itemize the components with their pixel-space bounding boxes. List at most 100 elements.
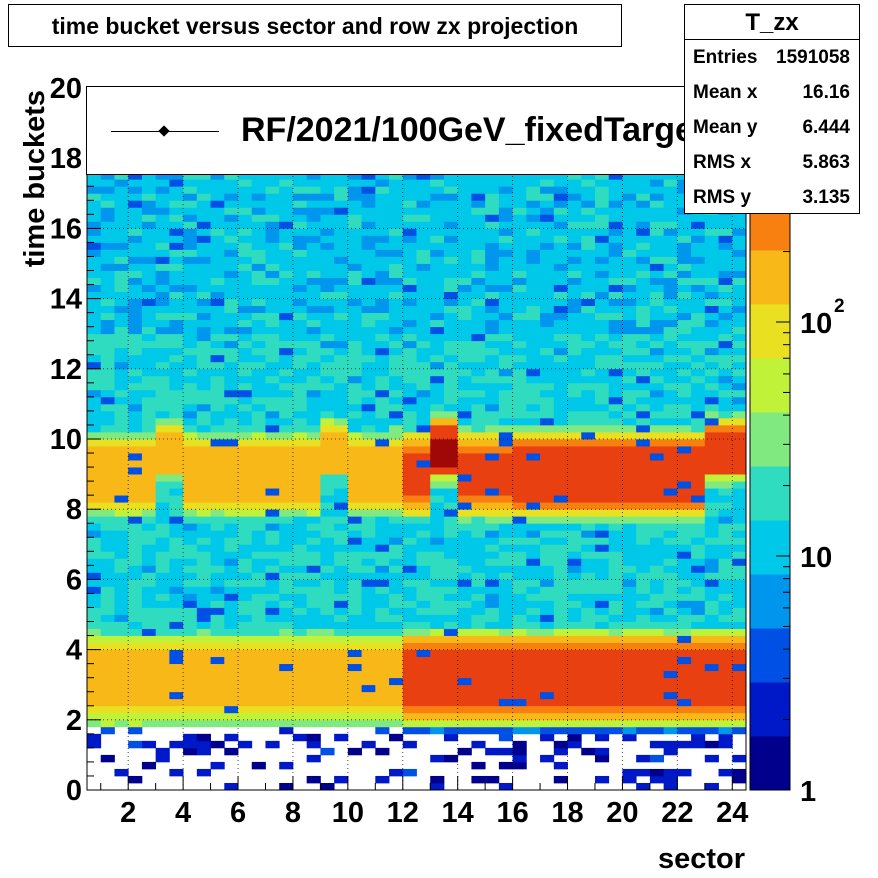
heatmap-cell (416, 326, 431, 335)
heatmap-cell (265, 172, 280, 180)
heatmap-cell (183, 298, 198, 307)
heatmap-cell (196, 467, 211, 475)
heatmap-cell (265, 424, 280, 433)
heatmap-cell (375, 403, 390, 412)
heatmap-cell (526, 382, 541, 391)
heatmap-cell (512, 670, 527, 679)
heatmap-cell (498, 782, 514, 791)
heatmap-cell (265, 368, 280, 377)
heatmap-cell (485, 684, 500, 693)
heatmap-cell (292, 642, 308, 650)
heatmap-cell (347, 488, 362, 496)
heatmap-cell (553, 467, 568, 475)
heatmap-cell (430, 509, 445, 517)
heatmap-cell (114, 635, 129, 643)
heatmap-cell (100, 649, 115, 658)
heatmap-cell (430, 530, 445, 538)
heatmap-cell (581, 446, 596, 454)
heatmap-cell (512, 312, 527, 321)
heatmap-cell (471, 474, 486, 482)
heatmap-cell (224, 586, 239, 594)
heatmap-cell (704, 565, 719, 573)
heatmap-cell (594, 291, 610, 299)
heatmap-cell (306, 705, 321, 714)
heatmap-cell (540, 733, 555, 742)
heatmap-cell (196, 389, 211, 398)
heatmap-cell (608, 467, 623, 475)
heatmap-cell (334, 172, 349, 180)
heatmap-cell (622, 221, 637, 229)
heatmap-cell (279, 544, 294, 552)
heatmap-cell (416, 551, 431, 559)
heatmap-cell (402, 235, 417, 243)
heatmap-cell (169, 684, 184, 693)
heatmap-cell (402, 375, 417, 384)
heatmap-cell (430, 270, 445, 278)
heatmap-cell (677, 291, 692, 299)
heatmap-cell (663, 677, 678, 686)
heatmap-cell (334, 270, 349, 278)
heatmap-cell (526, 628, 541, 636)
heatmap-cell (732, 775, 747, 784)
heatmap-cell (567, 207, 582, 215)
heatmap-cell (416, 172, 431, 180)
heatmap-cell (704, 474, 719, 482)
heatmap-cell (677, 705, 692, 714)
heatmap-cell (210, 635, 225, 643)
heatmap-cell (183, 431, 198, 440)
heatmap-cell (87, 600, 102, 608)
heatmap-cell (87, 446, 102, 454)
x-tick-label: 18 (551, 797, 583, 829)
heatmap-cell (649, 312, 665, 321)
heatmap-cell (224, 200, 239, 208)
heatmap-cell (443, 460, 459, 468)
heatmap-cell (663, 221, 678, 229)
heatmap-cell (402, 417, 417, 426)
heatmap-cell (443, 270, 459, 278)
heatmap-cell (183, 649, 198, 658)
heatmap-cell (389, 558, 404, 566)
heatmap-cell (594, 368, 610, 377)
heatmap-cell (114, 509, 129, 517)
heatmap-cell (196, 319, 211, 328)
heatmap-cell (718, 719, 733, 728)
heatmap-cell (141, 705, 157, 714)
heatmap-cell (567, 249, 582, 257)
heatmap-cell (649, 726, 665, 735)
heatmap-cell (718, 460, 733, 468)
heatmap-cell (622, 775, 637, 784)
heatmap-cell (649, 368, 665, 377)
heatmap-cell (196, 544, 211, 552)
heatmap-cell (224, 453, 239, 461)
heatmap-cell (718, 509, 733, 517)
heatmap-cell (238, 431, 253, 440)
heatmap-cell (567, 446, 582, 454)
heatmap-cell (594, 621, 610, 629)
heatmap-cell (306, 439, 321, 447)
heatmap-cell (238, 663, 253, 672)
heatmap-cell (155, 635, 170, 643)
heatmap-cell (691, 719, 706, 728)
heatmap-cell (526, 481, 541, 489)
heatmap-cell (608, 509, 623, 517)
heatmap-cell (649, 488, 665, 496)
heatmap-cell (265, 572, 280, 580)
heatmap-cell (375, 291, 390, 299)
heatmap-cell (471, 179, 486, 187)
heatmap-cell (87, 172, 102, 180)
heatmap-cell (512, 389, 527, 398)
heatmap-cell (485, 389, 500, 398)
heatmap-cell (292, 509, 308, 517)
heatmap-cell (375, 200, 390, 208)
heatmap-cell (732, 221, 747, 229)
heatmap-cell (649, 768, 665, 777)
heatmap-cell (183, 593, 198, 601)
heatmap-cell (238, 417, 253, 426)
heatmap-cell (251, 579, 266, 587)
heatmap-cell (471, 544, 486, 552)
heatmap-cell (485, 509, 500, 517)
heatmap-cell (691, 417, 706, 426)
heatmap-cell (540, 474, 555, 482)
heatmap-cell (128, 712, 143, 721)
heatmap-cell (649, 221, 665, 229)
